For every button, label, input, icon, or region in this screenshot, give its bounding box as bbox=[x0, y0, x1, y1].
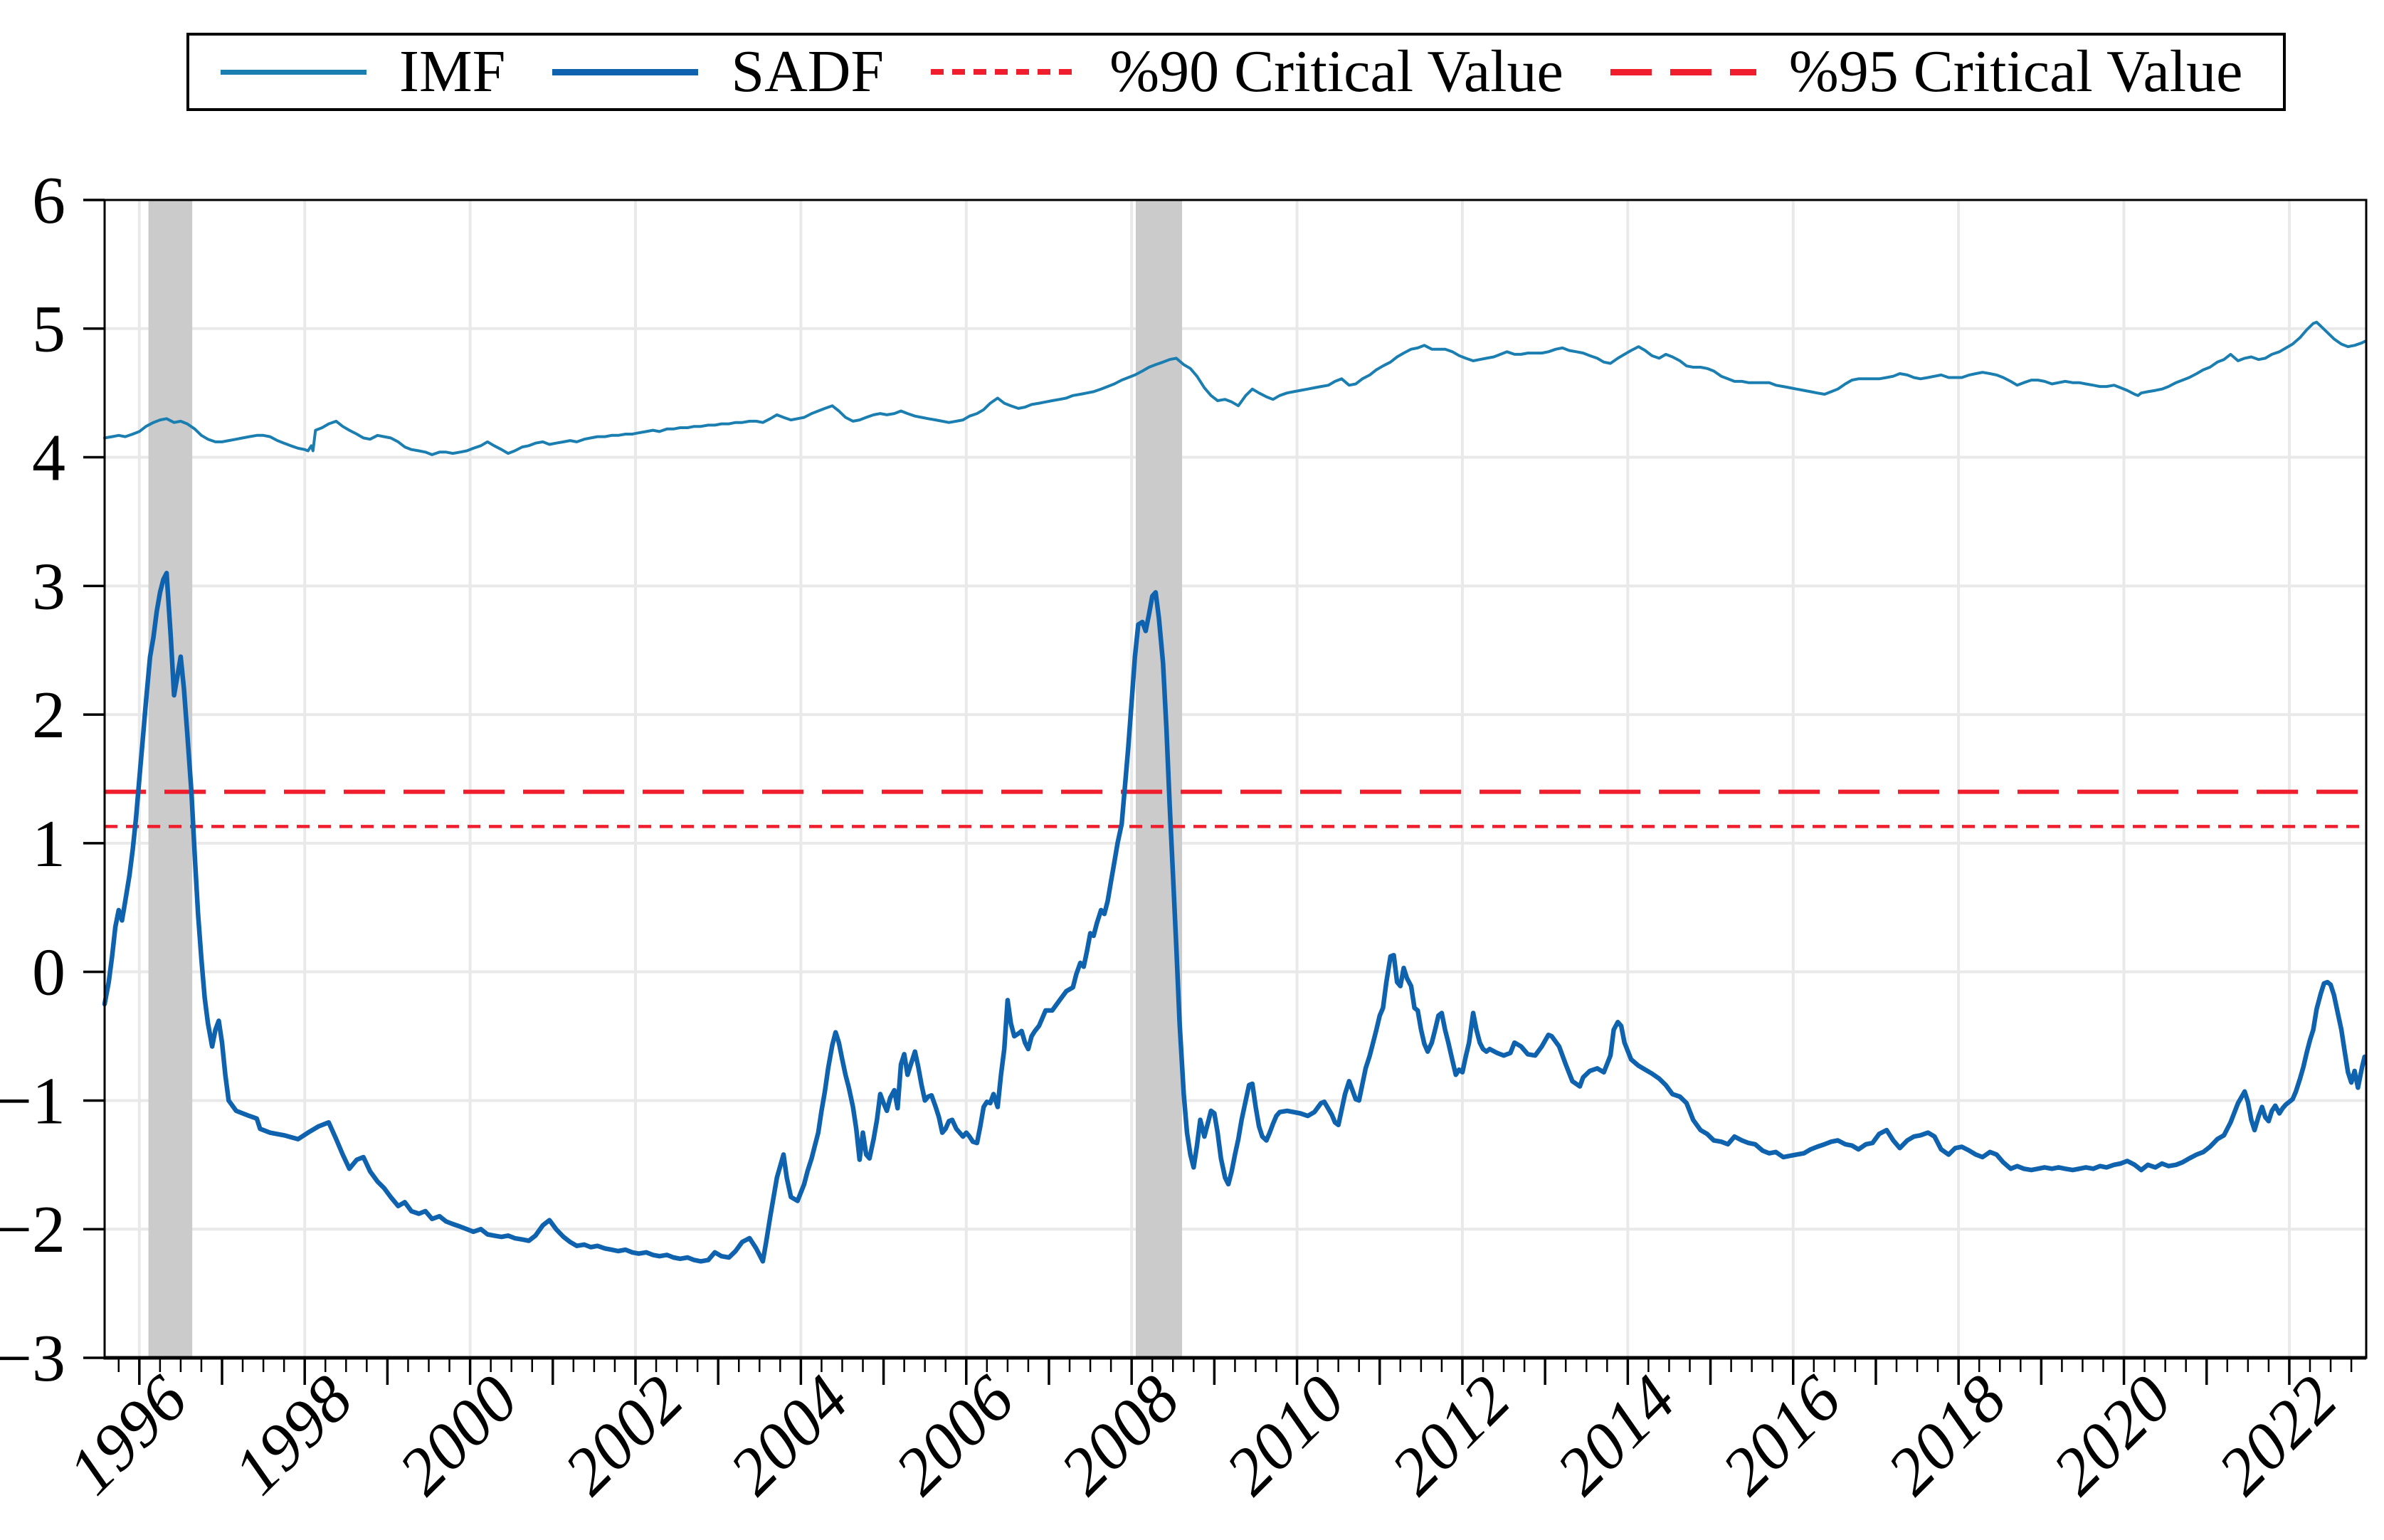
x-tick-label: 2012 bbox=[1377, 1361, 1524, 1508]
shaded-band bbox=[1135, 200, 1183, 1358]
legend-label-95-critical: %95 Critical Value bbox=[1788, 38, 2243, 105]
legend: IMF SADF %90 Critical Value %95 Critical… bbox=[186, 33, 2286, 111]
legend-label-imf: IMF bbox=[399, 38, 506, 105]
y-tick-label: −3 bbox=[0, 1322, 65, 1396]
dashed-line-95-swatch-icon bbox=[1610, 68, 1756, 75]
shaded-band bbox=[148, 200, 193, 1358]
y-tick-label: 6 bbox=[32, 164, 65, 238]
y-tick-label: 3 bbox=[32, 549, 65, 623]
legend-label-sadf: SADF bbox=[731, 38, 885, 105]
dashed-line-90-swatch-icon bbox=[931, 69, 1077, 75]
legend-label-90-critical: %90 Critical Value bbox=[1109, 38, 1563, 105]
y-tick-label: 5 bbox=[32, 292, 65, 366]
x-tick-label: 2020 bbox=[2039, 1361, 2185, 1508]
y-tick-label: 2 bbox=[32, 678, 65, 752]
x-tick-label: 1996 bbox=[54, 1361, 201, 1508]
x-tick-label: 2016 bbox=[1708, 1361, 1855, 1508]
legend-item-sadf: SADF bbox=[552, 42, 884, 102]
series-line-imf bbox=[103, 320, 2366, 456]
legend-item-90-critical: %90 Critical Value bbox=[931, 42, 1563, 102]
x-tick-label: 2000 bbox=[385, 1361, 532, 1508]
sadf-line-swatch-icon bbox=[552, 68, 699, 75]
series-line-sadf bbox=[102, 571, 2367, 1264]
x-tick-label: 1998 bbox=[220, 1361, 366, 1508]
y-tick-label: −1 bbox=[0, 1064, 65, 1138]
legend-item-imf: IMF bbox=[221, 42, 505, 102]
x-tick-label: 2022 bbox=[2204, 1361, 2351, 1508]
x-tick-label: 2014 bbox=[1543, 1361, 1689, 1508]
y-tick-label: 1 bbox=[32, 807, 65, 881]
x-tick-label: 2010 bbox=[1212, 1361, 1359, 1508]
y-tick-label: 4 bbox=[32, 421, 65, 495]
legend-item-95-critical: %95 Critical Value bbox=[1610, 38, 2243, 105]
y-tick-label: 0 bbox=[32, 936, 65, 1010]
x-tick-label: 2004 bbox=[716, 1361, 863, 1508]
x-tick-label: 2008 bbox=[1047, 1361, 1193, 1508]
x-tick-label: 2018 bbox=[1874, 1361, 2020, 1508]
x-tick-label: 2002 bbox=[550, 1361, 697, 1508]
y-tick-label: −2 bbox=[0, 1193, 65, 1267]
x-tick-label: 2006 bbox=[881, 1361, 1028, 1508]
imf-line-swatch-icon bbox=[221, 69, 366, 75]
plot-border bbox=[103, 199, 2368, 1359]
